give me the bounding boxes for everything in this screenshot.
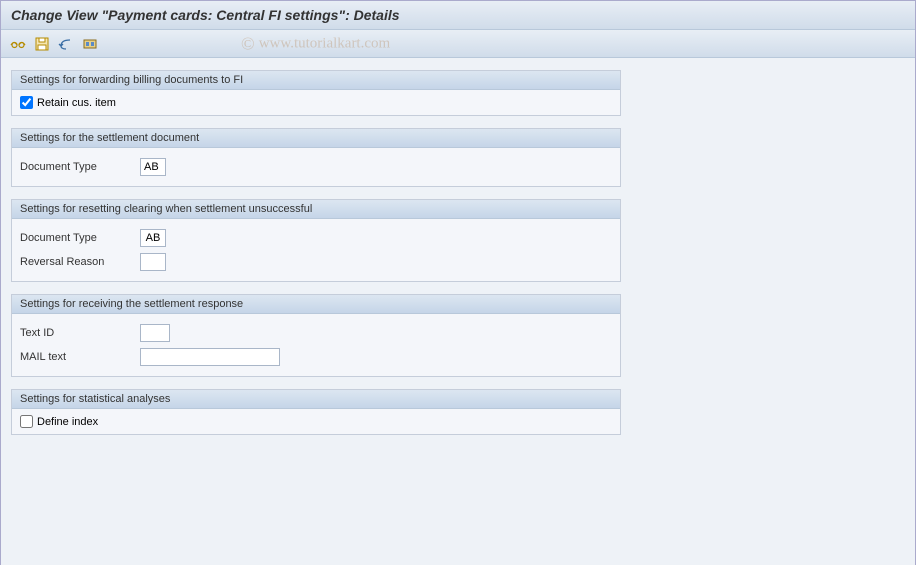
toolbar: © www.tutorialkart.com <box>1 30 915 58</box>
define-index-label: Define index <box>37 416 98 428</box>
watermark: © www.tutorialkart.com <box>241 33 390 54</box>
group-forwarding: Settings for forwarding billing document… <box>11 70 621 116</box>
mail-text-label: MAIL text <box>20 351 140 363</box>
page-title: Change View "Payment cards: Central FI s… <box>11 7 400 23</box>
mail-text-input[interactable] <box>140 348 280 366</box>
reversal-reason-input[interactable] <box>140 253 166 271</box>
group-header-settlement-doc: Settings for the settlement document <box>12 129 620 148</box>
group-settlement-doc: Settings for the settlement document Doc… <box>11 128 621 187</box>
doc-type-input[interactable] <box>140 158 166 176</box>
group-reset-clearing: Settings for resetting clearing when set… <box>11 199 621 282</box>
content-area: Settings for forwarding billing document… <box>1 58 915 565</box>
group-header-forwarding: Settings for forwarding billing document… <box>12 71 620 90</box>
group-header-receive-response: Settings for receiving the settlement re… <box>12 295 620 314</box>
retain-cus-item-label: Retain cus. item <box>37 97 116 109</box>
retain-cus-item-checkbox[interactable] <box>20 96 33 109</box>
reversal-reason-label: Reversal Reason <box>20 256 140 268</box>
group-receive-response: Settings for receiving the settlement re… <box>11 294 621 377</box>
doc-type-label: Document Type <box>20 161 140 173</box>
glasses-icon[interactable] <box>9 35 27 53</box>
save-icon[interactable] <box>33 35 51 53</box>
transport-icon[interactable] <box>81 35 99 53</box>
reset-doc-type-label: Document Type <box>20 232 140 244</box>
group-stats: Settings for statistical analyses Define… <box>11 389 621 435</box>
define-index-checkbox[interactable] <box>20 415 33 428</box>
text-id-input[interactable] <box>140 324 170 342</box>
title-bar: Change View "Payment cards: Central FI s… <box>1 1 915 30</box>
group-header-reset-clearing: Settings for resetting clearing when set… <box>12 200 620 219</box>
reset-doc-type-input[interactable] <box>140 229 166 247</box>
group-header-stats: Settings for statistical analyses <box>12 390 620 409</box>
undo-icon[interactable] <box>57 35 75 53</box>
text-id-label: Text ID <box>20 327 140 339</box>
